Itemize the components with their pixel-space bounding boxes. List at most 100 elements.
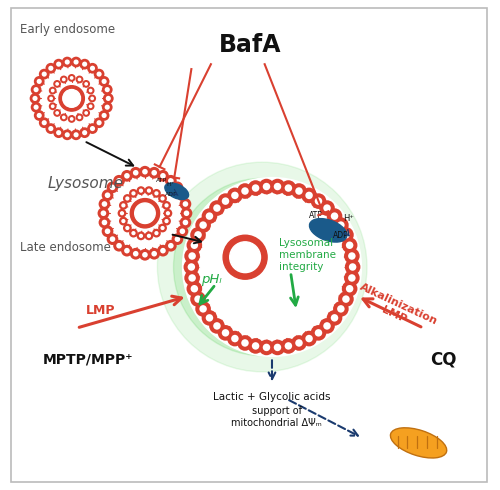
Circle shape xyxy=(209,200,225,216)
Circle shape xyxy=(157,170,169,182)
Text: Late endosome: Late endosome xyxy=(20,241,111,254)
Text: ATP: ATP xyxy=(309,211,323,220)
Circle shape xyxy=(182,220,188,225)
Circle shape xyxy=(96,72,102,77)
Circle shape xyxy=(98,207,110,219)
Circle shape xyxy=(231,192,238,199)
Circle shape xyxy=(76,114,84,122)
Circle shape xyxy=(42,120,47,125)
Circle shape xyxy=(223,235,267,279)
Circle shape xyxy=(123,194,132,203)
Circle shape xyxy=(102,225,114,237)
Circle shape xyxy=(88,89,92,93)
Circle shape xyxy=(124,173,130,179)
Circle shape xyxy=(230,242,260,272)
Circle shape xyxy=(196,301,211,317)
Circle shape xyxy=(158,162,367,372)
Circle shape xyxy=(121,245,133,257)
Text: LMP: LMP xyxy=(86,304,116,318)
Circle shape xyxy=(314,329,322,337)
Circle shape xyxy=(333,217,348,233)
Circle shape xyxy=(252,342,260,350)
Circle shape xyxy=(196,217,211,233)
Circle shape xyxy=(102,113,106,118)
Circle shape xyxy=(103,93,114,104)
Circle shape xyxy=(60,75,68,83)
Circle shape xyxy=(345,259,360,275)
Circle shape xyxy=(82,109,90,117)
Circle shape xyxy=(87,63,98,74)
Circle shape xyxy=(68,74,76,82)
Circle shape xyxy=(227,188,242,203)
Circle shape xyxy=(32,96,38,101)
Circle shape xyxy=(176,225,188,237)
Circle shape xyxy=(152,189,161,198)
Circle shape xyxy=(98,198,110,210)
Circle shape xyxy=(248,338,264,354)
Circle shape xyxy=(190,242,198,249)
Circle shape xyxy=(319,318,335,334)
Circle shape xyxy=(158,194,167,203)
Text: Lactic + Glycolic acids: Lactic + Glycolic acids xyxy=(213,392,330,402)
Circle shape xyxy=(344,270,360,286)
Text: BafA: BafA xyxy=(219,33,281,57)
Circle shape xyxy=(118,209,126,218)
Circle shape xyxy=(56,82,59,86)
Circle shape xyxy=(36,113,42,118)
Circle shape xyxy=(49,87,56,95)
Circle shape xyxy=(326,310,342,326)
Circle shape xyxy=(348,274,356,282)
Circle shape xyxy=(194,295,202,303)
Circle shape xyxy=(130,248,141,260)
Circle shape xyxy=(184,270,200,286)
Circle shape xyxy=(200,195,344,339)
Text: Lysosome: Lysosome xyxy=(47,176,123,192)
Circle shape xyxy=(121,170,133,182)
Circle shape xyxy=(86,87,94,95)
Circle shape xyxy=(218,193,234,209)
Circle shape xyxy=(182,201,188,207)
Circle shape xyxy=(165,175,176,187)
Circle shape xyxy=(87,123,98,134)
Circle shape xyxy=(106,96,111,101)
Circle shape xyxy=(295,187,302,195)
Circle shape xyxy=(54,59,64,70)
Circle shape xyxy=(30,84,42,95)
Circle shape xyxy=(124,248,130,253)
Circle shape xyxy=(168,178,173,184)
Circle shape xyxy=(302,188,317,203)
Circle shape xyxy=(36,79,42,84)
Circle shape xyxy=(106,181,118,193)
Circle shape xyxy=(270,340,285,355)
Circle shape xyxy=(202,208,218,224)
Circle shape xyxy=(82,62,87,67)
Circle shape xyxy=(160,248,166,253)
Circle shape xyxy=(154,231,158,235)
Circle shape xyxy=(162,201,171,210)
Circle shape xyxy=(258,340,274,355)
Circle shape xyxy=(96,120,102,125)
Circle shape xyxy=(324,322,331,330)
Circle shape xyxy=(306,335,313,343)
Circle shape xyxy=(331,212,338,220)
Circle shape xyxy=(104,228,110,234)
Circle shape xyxy=(349,263,356,271)
Circle shape xyxy=(114,182,176,244)
Circle shape xyxy=(53,80,61,88)
Text: support of
mitochondrial ΔΨₘ: support of mitochondrial ΔΨₘ xyxy=(232,406,322,428)
Circle shape xyxy=(280,338,296,354)
Circle shape xyxy=(174,236,180,242)
Circle shape xyxy=(94,69,104,79)
Circle shape xyxy=(70,76,73,80)
Circle shape xyxy=(129,189,138,198)
Circle shape xyxy=(100,210,106,216)
Circle shape xyxy=(88,95,96,102)
Circle shape xyxy=(104,193,110,198)
Circle shape xyxy=(270,179,285,195)
Circle shape xyxy=(258,179,274,195)
Circle shape xyxy=(184,248,200,264)
Circle shape xyxy=(110,185,116,190)
Circle shape xyxy=(166,211,170,215)
Circle shape xyxy=(139,166,151,177)
Circle shape xyxy=(160,196,164,200)
